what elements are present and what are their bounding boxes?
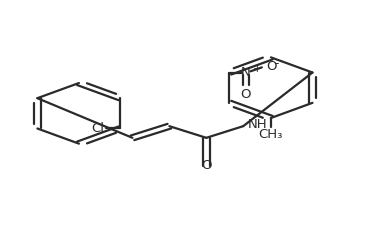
- Text: -: -: [275, 57, 279, 70]
- Text: O: O: [266, 60, 277, 73]
- Text: O: O: [241, 88, 251, 101]
- Text: N: N: [241, 66, 251, 79]
- Text: +: +: [253, 64, 261, 74]
- Text: CH₃: CH₃: [259, 128, 283, 142]
- Text: O: O: [201, 159, 212, 172]
- Text: Cl: Cl: [91, 122, 104, 135]
- Text: NH: NH: [248, 118, 267, 131]
